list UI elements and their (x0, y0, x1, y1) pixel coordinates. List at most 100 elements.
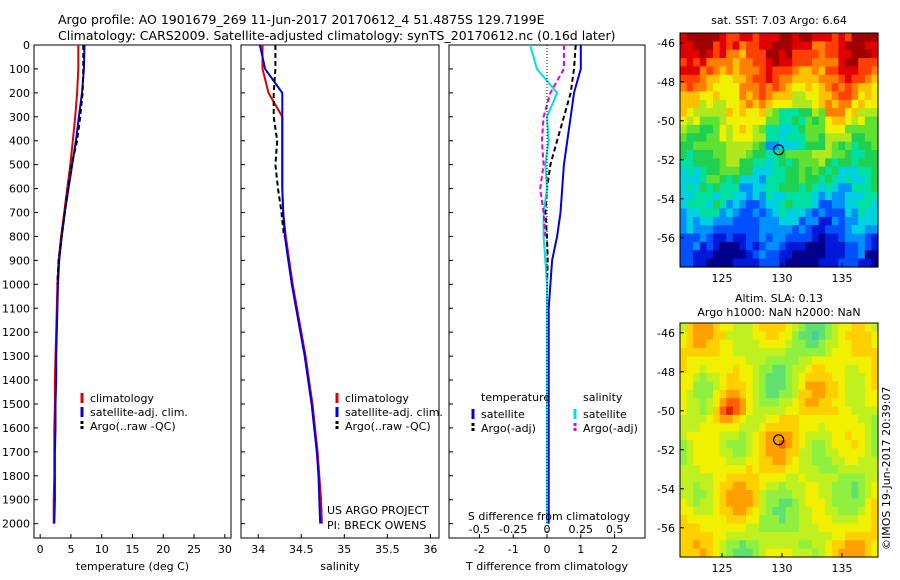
map-cell (838, 456, 846, 466)
map-cell (858, 331, 866, 341)
map-cell (818, 141, 826, 151)
map-cell (805, 456, 813, 466)
map-cell (699, 158, 707, 168)
map-cell (693, 175, 701, 185)
map-cell (838, 233, 846, 243)
map-cell (792, 74, 800, 84)
map-cell (759, 66, 767, 76)
map-cell (765, 331, 773, 341)
map-cell (812, 356, 820, 366)
map-cell (706, 356, 714, 366)
map-cell (746, 33, 754, 42)
map-cell (699, 108, 707, 118)
map-cell (798, 339, 806, 349)
map-cell (680, 531, 688, 541)
map-cell (851, 133, 859, 143)
map-cell (759, 440, 767, 449)
map-cell (765, 323, 773, 332)
map-cell (719, 381, 727, 391)
map-cell (871, 83, 879, 93)
map-cell (805, 66, 813, 76)
map-cell (785, 49, 793, 59)
map-cell (759, 124, 767, 134)
map-cell (831, 191, 839, 201)
map-cell (752, 381, 760, 391)
map-cell (732, 406, 740, 416)
map-cell (858, 356, 866, 366)
map-cell (798, 323, 806, 332)
map-cell (818, 124, 826, 134)
map-cell (838, 124, 846, 134)
map-cell (818, 33, 826, 42)
map-cell (779, 175, 787, 185)
map-cell (752, 398, 760, 408)
map-cell (812, 216, 820, 226)
map-cell (838, 423, 846, 433)
map-cell (686, 200, 694, 210)
map-cell (798, 356, 806, 366)
map-cell (765, 58, 773, 68)
map-cell (798, 456, 806, 466)
map-cell (792, 523, 800, 533)
map-cell (798, 381, 806, 391)
map-cell (759, 481, 767, 491)
map-cell (825, 473, 833, 483)
map-cell (825, 141, 833, 151)
map-cell (779, 381, 787, 391)
map-cell (693, 481, 701, 491)
map-cell (759, 158, 767, 168)
map-cell (851, 208, 859, 218)
map-cell (798, 250, 806, 260)
map-cell (699, 423, 707, 433)
map-cell (825, 531, 833, 541)
map-cell (825, 183, 833, 193)
map-cell (779, 124, 787, 134)
map-cell (838, 41, 846, 51)
map-cell (719, 431, 727, 441)
map-cell (693, 216, 701, 226)
map-cell (739, 150, 747, 159)
map-cell (818, 414, 826, 424)
map-cell (825, 250, 833, 260)
map-cell (838, 166, 846, 176)
map-cell (779, 398, 787, 408)
map-cell (864, 99, 872, 109)
map-cell (812, 49, 820, 59)
map-cell (726, 191, 734, 201)
map-cell (693, 150, 701, 159)
map-cell (812, 150, 820, 159)
sst-map-title: sat. SST: 7.03 Argo: 6.64 (711, 14, 847, 27)
map-cell (851, 258, 859, 268)
map-cell (713, 490, 721, 500)
map-cell (805, 141, 813, 151)
map-cell (838, 406, 846, 416)
map-cell (798, 348, 806, 358)
map-cell (792, 108, 800, 118)
map-cell (871, 465, 879, 475)
lat-tick-label: -46 (657, 327, 675, 340)
map-cell (772, 348, 780, 358)
map-cell (864, 158, 872, 168)
legend-label: Argo(-adj) (583, 422, 638, 435)
map-cell (686, 523, 694, 533)
map-cell (831, 241, 839, 251)
map-cell (772, 208, 780, 218)
map-cell (831, 108, 839, 118)
map-cell (765, 191, 773, 201)
map-cell (812, 364, 820, 374)
map-cell (726, 49, 734, 59)
map-cell (798, 515, 806, 525)
map-cell (732, 339, 740, 349)
map-cell (713, 49, 721, 59)
map-cell (739, 398, 747, 408)
map-cell (785, 423, 793, 433)
map-cell (680, 540, 688, 550)
map-cell (871, 58, 879, 68)
map-cell (812, 506, 820, 516)
map-cell (713, 481, 721, 491)
map-cell (825, 381, 833, 391)
map-cell (719, 440, 727, 449)
map-cell (831, 481, 839, 491)
map-cell (825, 58, 833, 68)
map-cell (719, 531, 727, 541)
